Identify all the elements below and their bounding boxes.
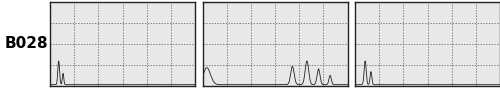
Text: B028: B028 — [5, 36, 49, 51]
